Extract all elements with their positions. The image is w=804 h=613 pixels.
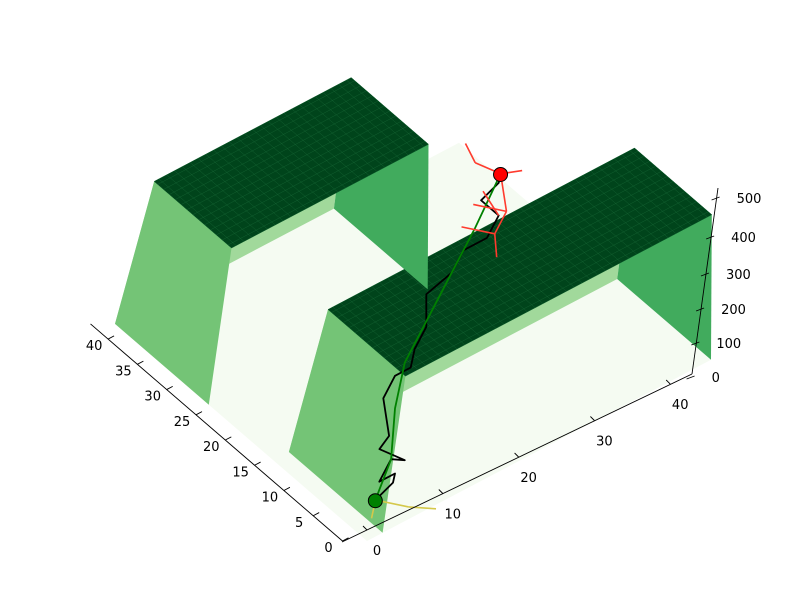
upper-left-building-mesh-line [378,191,685,354]
start-marker [367,493,383,509]
z-tick-0 [686,375,695,380]
y-tick-label-40: 40 [86,339,103,354]
path-series-1 [374,173,502,501]
x-tick-20 [514,452,519,458]
x-tick-10 [438,489,444,494]
upper-left-building-mesh-line [401,211,709,374]
tree-3-edge-5 [473,203,507,213]
y-tick-label-15: 15 [232,465,249,480]
x-tick-30 [590,416,595,421]
lower-building-mesh-line [227,141,426,246]
y-tick-label-5: 5 [295,516,303,531]
y-tick-30 [166,385,173,390]
z-tick-400 [705,235,715,240]
y-tick-20 [225,436,232,441]
tree-3-edge-4 [493,233,498,258]
z-tick-500 [711,196,720,201]
upper-left-building-mesh-line [337,155,644,318]
upper-left-building-mesh-line [395,206,703,369]
lower-building-mesh-line [216,130,414,236]
lower-building-mesh-line [192,110,390,215]
y-axis-line [90,323,343,542]
z-tick-label-0: 0 [712,371,720,386]
y-tick-0 [342,537,349,542]
x-tick-label-20: 20 [520,471,537,486]
tree-2-edge-2 [408,506,437,510]
y-tick-label-0: 0 [324,541,332,556]
lower-building-mesh-line [169,90,367,195]
surface-layer [115,77,713,541]
upper-left-building-mesh-line [366,181,674,343]
lower-building-mesh-line [204,120,402,225]
z-tick-label-500: 500 [737,192,762,207]
y-tick-25 [195,411,203,416]
upper-left-building-side-wall [288,309,406,533]
upper-left-building-mesh-line [354,171,662,333]
upper-left-building-mesh-line [349,166,656,328]
z-tick-300 [700,272,710,277]
lower-building-mesh-line [157,80,355,185]
z-tick-label-200: 200 [721,303,746,318]
lower-building-mesh-line [186,105,385,210]
axes-layer: 0510152025303540010203040010020030040050… [86,187,762,559]
y-tick-label-25: 25 [174,415,191,430]
lower-building-mesh-line [198,115,396,220]
upper-left-building-mesh-line [360,176,668,338]
y-tick-40 [107,335,115,340]
x-tick-label-40: 40 [672,398,689,413]
z-tick-label-100: 100 [716,337,741,352]
lower-building-mesh-line [163,85,361,190]
lower-building-mesh-line [210,125,408,231]
goal-marker [493,166,509,182]
y-tick-15 [254,461,261,466]
lower-building-side-wall [115,181,232,405]
lower-building-mesh-line [222,136,420,241]
y-tick-label-20: 20 [203,440,220,455]
tree-3-edge-1 [464,143,476,164]
z-tick-200 [695,307,705,312]
z-tick-label-300: 300 [726,268,751,283]
x-tick-label-30: 30 [596,435,613,450]
path-series-0 [374,173,502,501]
tree-3-edge-8 [482,190,500,216]
y-tick-10 [283,486,291,491]
upper-left-building-mesh-line [390,201,697,364]
lower-building-mesh-line [181,100,379,205]
upper-left-building-mesh-line [372,186,680,348]
y-tick-5 [312,512,320,517]
tree-3-edge-3 [494,210,508,235]
lower-building-mesh-line [175,95,373,200]
path-layer [367,143,523,519]
x-tick-label-0: 0 [373,544,381,559]
x-tick-0 [362,525,368,531]
y-tick-label-30: 30 [144,390,161,405]
upper-left-building-mesh-line [384,196,691,359]
y-tick-35 [137,360,144,365]
x-tick-40 [665,379,671,385]
x-tick-label-10: 10 [445,508,462,523]
z-tick-100 [691,341,700,346]
y-tick-label-10: 10 [262,491,279,506]
z-tick-label-400: 400 [731,231,756,246]
x-axis-line [341,373,693,543]
upper-left-building-mesh-line [343,161,650,323]
y-tick-label-35: 35 [115,364,132,379]
tree-3-edge-7 [461,226,495,235]
